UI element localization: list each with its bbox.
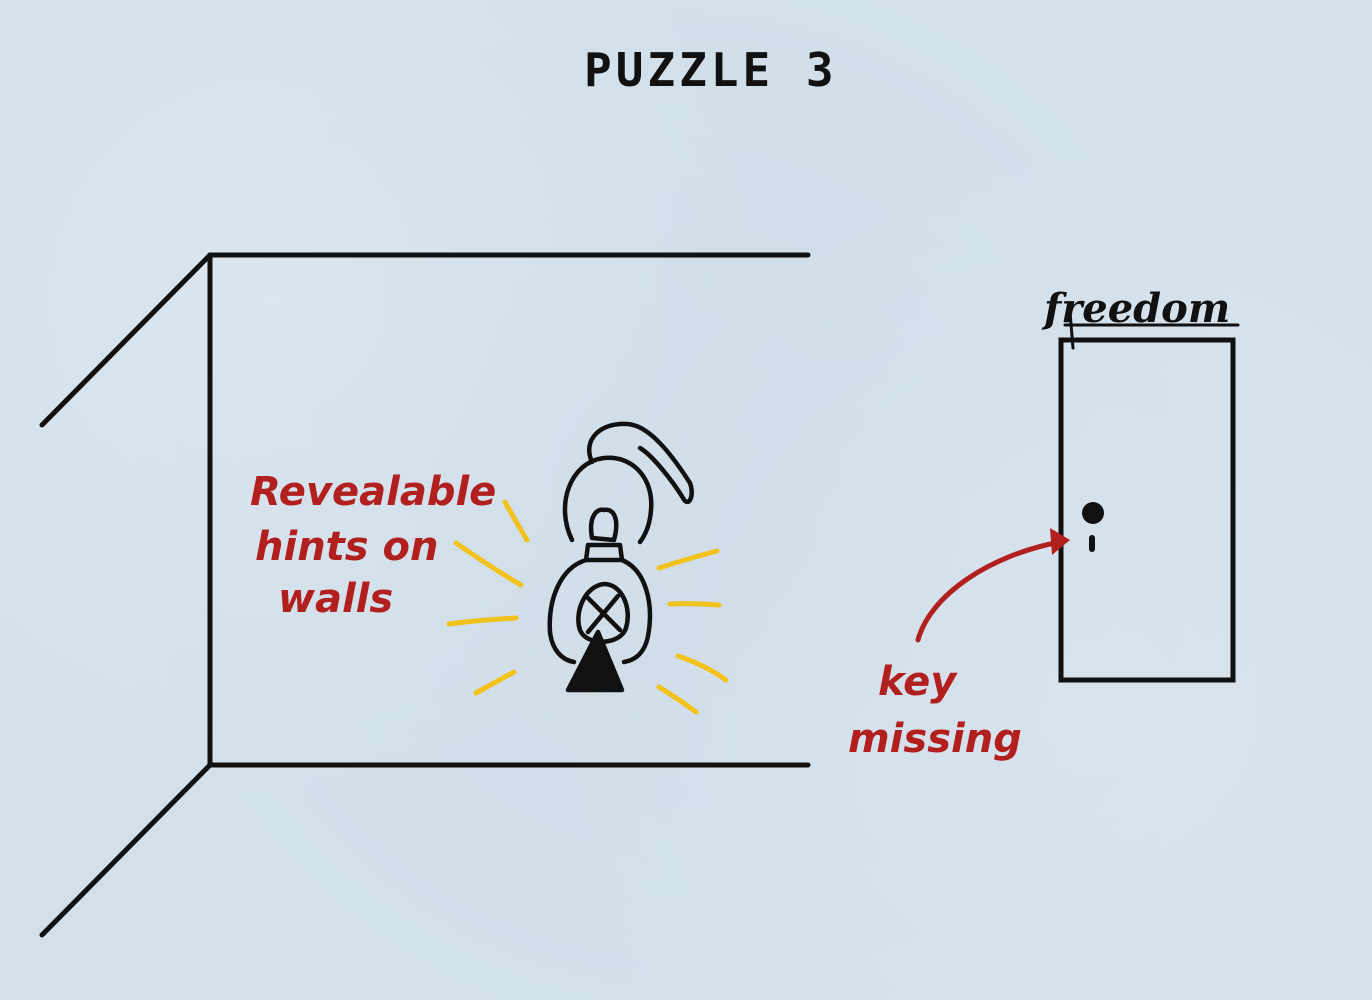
lantern-chimney <box>588 507 619 543</box>
hints-line-1: Revealable <box>250 469 496 515</box>
keyhole-slot <box>1089 535 1095 552</box>
key-missing-annotation: key missing <box>848 659 1022 762</box>
lantern-cross-line <box>585 593 621 635</box>
lantern-cage-left <box>547 557 589 665</box>
exit-door[interactable]: freedom <box>1041 285 1240 683</box>
glow-ray <box>667 601 722 608</box>
lantern-cage-right <box>619 557 653 665</box>
door-frame[interactable] <box>1058 337 1236 683</box>
room-outline <box>39 252 811 938</box>
glow-ray <box>446 615 519 627</box>
door-label-underline <box>1063 310 1240 350</box>
lantern-collar <box>583 542 625 563</box>
room-ceiling-perspective-line <box>39 252 213 428</box>
glow-ray <box>473 669 517 696</box>
door-label: freedom <box>1041 285 1230 332</box>
hints-line-3: walls <box>278 576 393 622</box>
key-missing-line-2: missing <box>848 716 1022 762</box>
glow-ray <box>502 499 530 543</box>
keyhole-top <box>1082 502 1104 524</box>
keyhole-icon[interactable] <box>1082 502 1104 552</box>
glow-ray <box>656 548 720 571</box>
hints-annotation: Revealable hints on walls <box>250 469 510 622</box>
lantern-handle <box>587 421 694 505</box>
room-floor-perspective-line <box>39 762 213 938</box>
lantern-globe <box>562 455 654 545</box>
glow-ray <box>453 540 524 588</box>
lantern-icon <box>547 421 694 693</box>
glow-ray <box>675 653 729 683</box>
lantern-glow-rays <box>446 499 729 715</box>
arrow-head-icon <box>1050 528 1070 555</box>
page-title: PUZZLE 3 <box>584 43 838 97</box>
glow-ray <box>656 684 699 715</box>
curved-arrow-icon <box>915 539 1063 643</box>
hints-line-2: hints on <box>255 524 438 570</box>
key-missing-line-1: key <box>878 659 958 705</box>
lantern-base <box>565 629 625 693</box>
